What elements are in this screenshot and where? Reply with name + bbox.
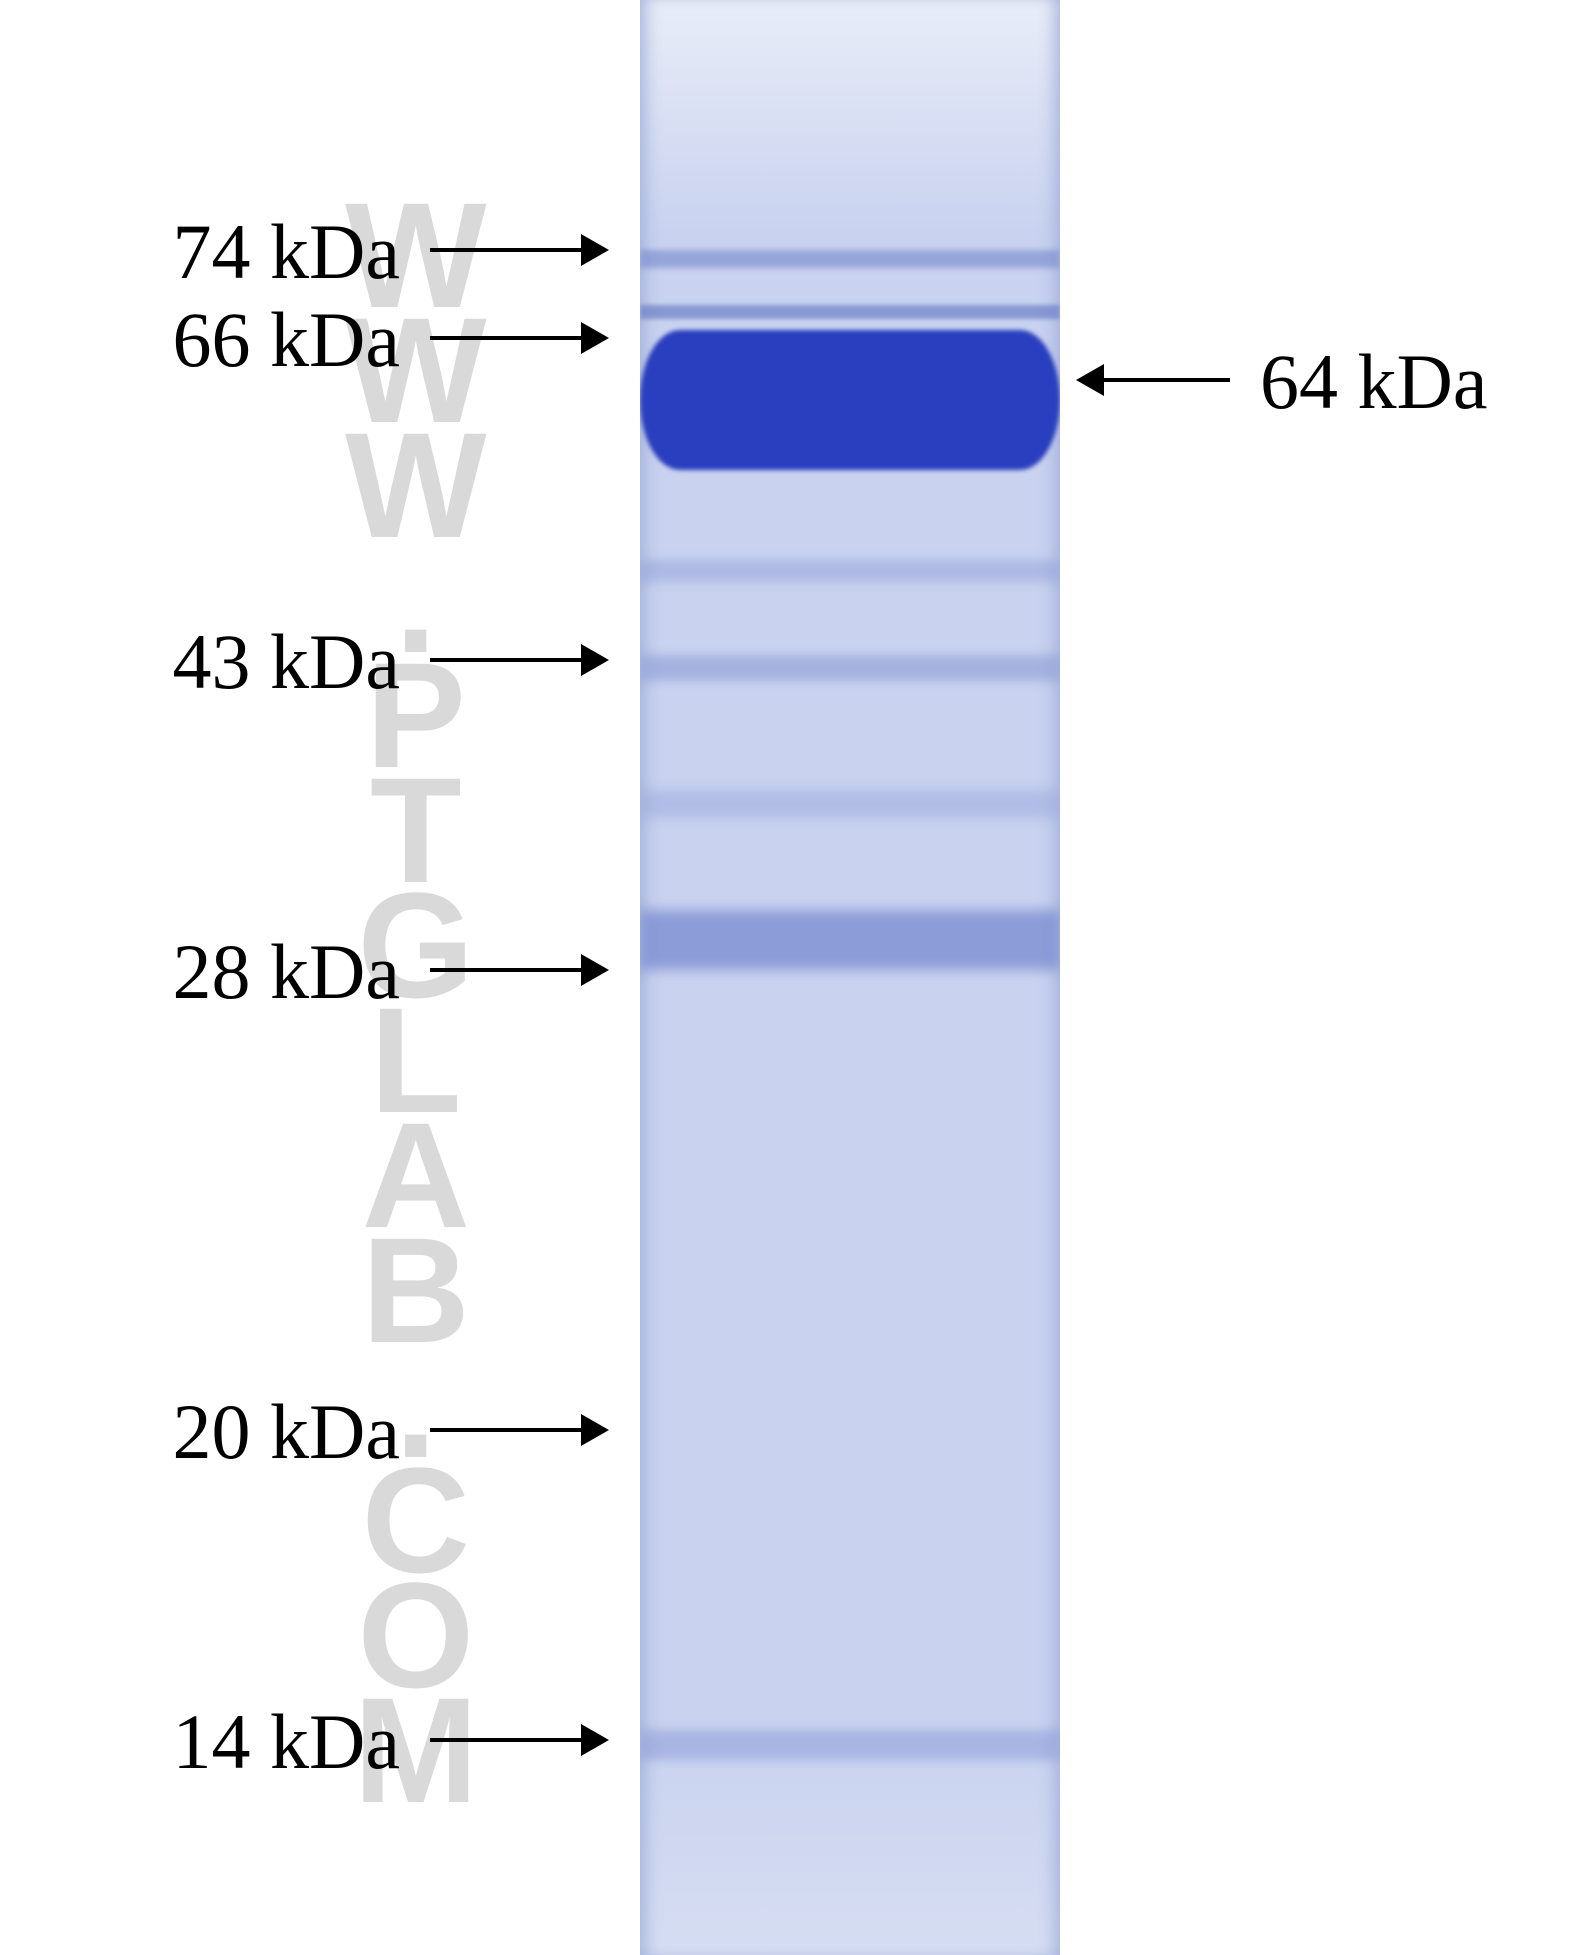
- band-main: [640, 330, 1060, 470]
- band-50: [640, 560, 1060, 582]
- arrow-right-icon: [430, 658, 585, 662]
- arrow-right-icon: [430, 968, 585, 972]
- band-66: [640, 305, 1060, 319]
- mw-label: 20 kDa: [173, 1387, 400, 1477]
- mw-label: 66 kDa: [173, 295, 400, 385]
- gel-figure: WWW.PTGLAB.COM 74 kDa66 kDa43 kDa28 kDa2…: [0, 0, 1585, 1955]
- band-37: [640, 790, 1060, 818]
- band-74: [640, 250, 1060, 268]
- band-14: [640, 1730, 1060, 1760]
- band-43: [640, 655, 1060, 681]
- arrow-right-icon: [430, 1428, 585, 1432]
- arrow-right-icon: [430, 1738, 585, 1742]
- target-mw-label: 64 kDa: [1260, 337, 1487, 427]
- target-arrow-icon: [1100, 378, 1230, 382]
- mw-label: 14 kDa: [173, 1697, 400, 1787]
- mw-label: 28 kDa: [173, 927, 400, 1017]
- gel-lane: [640, 0, 1060, 1955]
- arrow-right-icon: [430, 336, 585, 340]
- band-30: [640, 910, 1060, 970]
- mw-label: 74 kDa: [173, 207, 400, 297]
- mw-label: 43 kDa: [173, 617, 400, 707]
- arrow-right-icon: [430, 248, 585, 252]
